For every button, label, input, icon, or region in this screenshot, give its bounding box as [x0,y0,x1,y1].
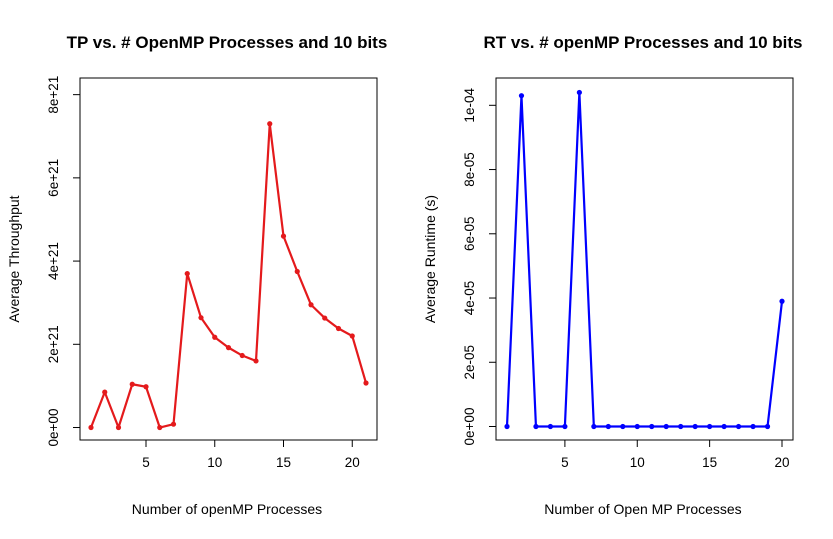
data-point [294,268,300,275]
data-point [225,345,232,351]
data-point [349,333,355,339]
plot-frame [79,77,378,441]
data-point [115,424,122,431]
series-throughput [88,121,369,431]
data-point [779,298,785,304]
y-axis-label: Average Runtime (s) [422,195,438,323]
data-point [562,423,568,430]
y-tick-label: 4e+21 [46,242,61,280]
y-tick-label: 6e-05 [462,217,477,252]
x-tick-label: 20 [345,455,360,470]
data-point [322,315,328,321]
x-axis: 5 10 15 20 [142,439,360,470]
x-tick-label: 20 [774,455,789,470]
data-point [504,423,510,430]
x-tick-label: 15 [702,455,717,470]
y-tick-label: 0e+00 [46,409,61,447]
series-line [505,91,784,428]
data-point [170,421,177,427]
data-point [267,121,273,127]
data-point [280,233,287,239]
x-tick-label: 5 [142,455,150,470]
y-tick-label: 6e+21 [46,159,61,197]
data-point [129,381,135,387]
data-point [735,423,742,430]
data-point [198,315,204,321]
data-point [692,423,698,430]
y-axis: 0e+00 2e-05 4e-05 6e-05 8e-05 1e-04 [462,88,497,446]
data-point [308,302,314,308]
data-point [335,325,342,332]
data-point [707,423,713,430]
data-point [157,424,163,431]
data-point [518,93,525,99]
chart-title: RT vs. # openMP Processes and 10 bits [483,33,802,52]
y-tick-label: 8e+21 [46,76,61,114]
data-point [764,423,771,430]
chart-title: TP vs. # OpenMP Processes and 10 bits [67,33,388,52]
y-tick-label: 4e-05 [462,281,477,316]
series-runtime [504,89,785,430]
data-point [663,423,669,430]
y-axis-label: Average Throughput [6,195,22,322]
y-tick-label: 8e-05 [462,152,477,187]
data-point [620,423,626,430]
data-point [721,423,727,430]
y-tick-label: 0e+00 [462,408,477,446]
data-point [363,380,369,386]
data-point [143,384,149,390]
data-point [634,423,640,430]
y-tick-label: 2e-05 [462,345,477,380]
data-point [591,423,597,430]
data-point [678,423,684,430]
x-axis: 5 10 15 20 [561,439,790,470]
data-point [649,423,655,430]
y-tick-label: 1e-04 [462,88,477,123]
throughput-chart-panel: TP vs. # OpenMP Processes and 10 bits Nu… [6,33,387,517]
data-point [605,423,611,430]
data-point [750,423,756,430]
x-tick-label: 10 [630,455,645,470]
x-tick-label: 15 [276,455,291,470]
y-tick-label: 2e+21 [46,325,61,363]
data-point [533,423,539,430]
data-point [212,334,218,340]
data-point [184,270,190,277]
data-point [239,352,245,359]
y-axis: 0e+00 2e+21 4e+21 6e+21 8e+21 [46,76,81,447]
data-point [576,89,582,96]
plot-frame [495,77,794,441]
data-point [547,423,554,430]
runtime-chart-panel: RT vs. # openMP Processes and 10 bits Nu… [422,33,803,517]
x-tick-label: 10 [207,455,222,470]
data-point [88,424,94,431]
x-tick-label: 5 [561,455,569,470]
data-point [102,389,108,395]
x-axis-label: Number of Open MP Processes [544,501,741,517]
x-axis-label: Number of openMP Processes [132,501,322,517]
data-point [253,358,259,364]
